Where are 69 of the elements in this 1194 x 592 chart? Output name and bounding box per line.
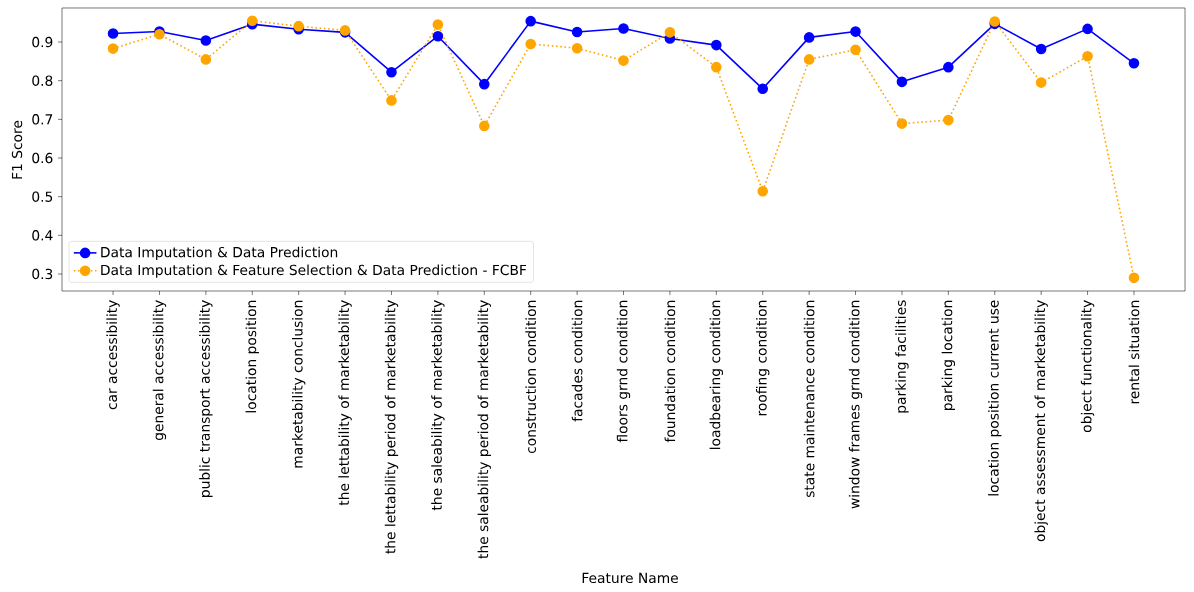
point (525, 38, 536, 50)
y-tick-label: 0.9 (32, 36, 53, 48)
point (200, 54, 212, 65)
x-tick-label: state maintenance condition (803, 300, 815, 498)
x-tick-label: construction condition (525, 300, 537, 454)
point (757, 83, 769, 95)
point (1035, 77, 1047, 88)
point (1082, 51, 1093, 62)
x-tick-label: the saleability period of marketability (477, 300, 491, 559)
point (618, 23, 629, 34)
point (107, 28, 119, 39)
legend-label: Data Imputation & Feature Selection & Data Prediction - FCBF (101, 264, 527, 278)
x-tick-label: facades condition (571, 300, 583, 422)
point (432, 19, 444, 30)
x-tick-label: foundation condition (664, 300, 676, 443)
y-axis-title: F1 Score (11, 120, 23, 179)
point (803, 54, 815, 65)
x-tick-label: location position (245, 300, 259, 413)
y-tick-label: 0.4 (32, 230, 53, 241)
point (571, 42, 583, 54)
x-tick-label: the lettability of marketability (338, 300, 352, 506)
x-tick-label: parking facilities (895, 300, 909, 413)
point (711, 61, 722, 73)
point (757, 185, 769, 197)
x-tick-label: rental situation (1128, 300, 1140, 404)
x-tick-label: general accessibility (152, 300, 167, 441)
x-tick-label: the lettability period of marketability (384, 300, 399, 554)
point (943, 114, 954, 126)
x-tick-label: floors grnd condition (616, 300, 631, 443)
point (525, 15, 536, 27)
point (850, 26, 861, 37)
point (943, 61, 954, 73)
legend-label: Data Imputation & Data Prediction (101, 246, 338, 261)
point (850, 44, 861, 56)
point (478, 78, 490, 90)
x-tick-label: window frames grnd condition (848, 300, 863, 509)
x-tick-label: marketability conclusion (291, 300, 306, 468)
point (896, 76, 908, 88)
point (432, 30, 444, 42)
y-tick-label: 0.3 (32, 268, 53, 280)
point (107, 43, 119, 54)
y-tick-label: 0.7 (32, 114, 53, 125)
point (386, 95, 397, 106)
point (1035, 43, 1047, 55)
point (1128, 57, 1140, 69)
point (896, 118, 908, 129)
y-tick-label: 0.5 (32, 191, 53, 202)
x-tick-label: location position current use (988, 300, 1002, 496)
x-tick-label: roofing condition (756, 300, 770, 416)
point (1082, 23, 1093, 35)
x-tick-label: object functionality (1080, 300, 1095, 433)
point (664, 27, 676, 38)
x-tick-label: object assessment of marketability (1034, 300, 1048, 542)
point (618, 55, 629, 66)
x-axis-title: Feature Name (582, 572, 678, 584)
x-tick-label: the saleability of marketability (431, 300, 445, 511)
y-tick-label: 0.8 (32, 75, 53, 86)
x-tick-label: loadbearing condition (709, 300, 723, 449)
point (571, 26, 583, 38)
x-tick-label: public transport accessibility (199, 300, 213, 497)
point (803, 32, 815, 43)
x-tick-label: car accessibility (106, 300, 120, 410)
point (386, 66, 397, 78)
x-tick-label: parking location (941, 300, 956, 410)
point (478, 120, 490, 132)
point (1128, 272, 1140, 284)
point (200, 35, 212, 46)
point (711, 39, 722, 51)
y-tick-label: 0.6 (32, 152, 53, 164)
